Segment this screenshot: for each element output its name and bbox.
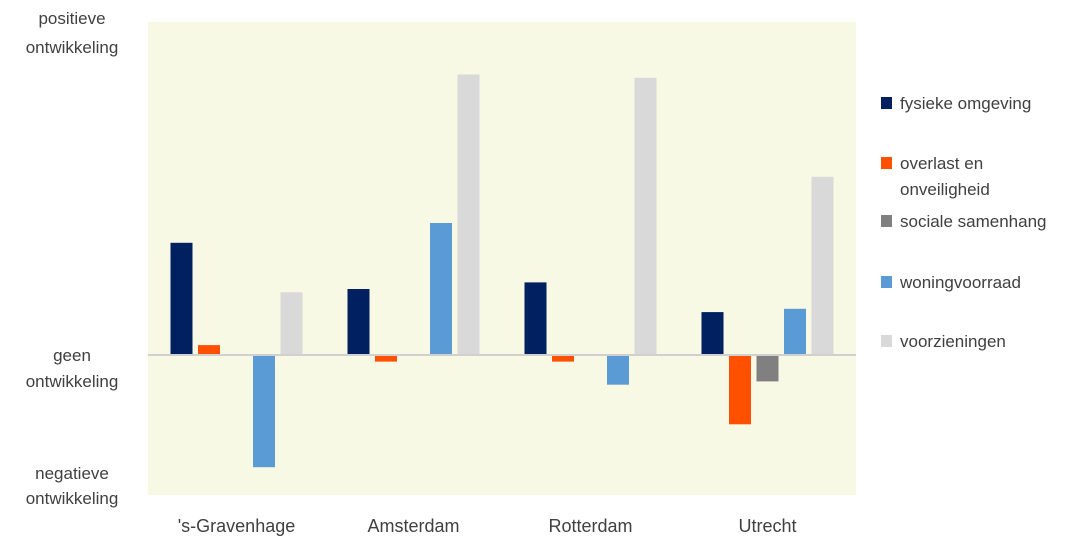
bar-2-4 (634, 77, 657, 356)
bar-0-0 (170, 242, 193, 355)
legend: fysieke omgeving overlast en onveiligheid s… (881, 94, 1046, 351)
bar-3-3 (784, 308, 806, 355)
legend-swatch (881, 157, 892, 169)
legend-label: sociale samenhang (900, 212, 1046, 231)
legend-swatch (881, 276, 892, 288)
legend-label: fysieke omgeving (900, 94, 1031, 113)
y-annotation-top: ontwikkeling (26, 38, 119, 57)
x-tick-label: Amsterdam (367, 516, 459, 536)
bar-0-3 (253, 355, 275, 468)
x-tick-label: Utrecht (738, 516, 796, 536)
bar-1-1 (375, 355, 397, 362)
y-annotation-middle: geen (53, 346, 91, 365)
bar-1-3 (430, 223, 452, 355)
y-annotation-top: positieve (38, 9, 105, 28)
y-annotation-middle: ontwikkeling (26, 372, 119, 391)
legend-label: overlast en (900, 154, 983, 173)
bar-2-3 (607, 355, 629, 385)
bar-3-1 (729, 355, 751, 425)
bar-1-4 (457, 74, 480, 355)
bar-2-0 (524, 282, 547, 355)
y-annotations: positieve ontwikkeling geen ontwikkeling neg… (26, 9, 119, 508)
bar-0-4 (280, 292, 303, 355)
legend-label: voorzieningen (900, 332, 1006, 351)
x-tick-label: Rotterdam (548, 516, 632, 536)
bar-0-1 (198, 345, 220, 355)
y-annotation-bottom: ontwikkeling (26, 489, 119, 508)
x-tick-label: 's-Gravenhage (178, 516, 296, 536)
legend-label: woningvoorraad (899, 273, 1021, 292)
bar-3-0 (701, 312, 724, 355)
legend-swatch (881, 215, 892, 227)
legend-swatch (881, 97, 892, 109)
x-tick-labels: 's-Gravenhage Amsterdam Rotterdam Utrecht (178, 516, 797, 536)
bar-1-0 (347, 289, 370, 355)
bars (170, 74, 834, 468)
legend-label: onveiligheid (900, 180, 990, 199)
bar-3-4 (811, 176, 834, 355)
bar-2-1 (552, 355, 574, 362)
y-annotation-bottom: negatieve (35, 464, 109, 483)
legend-swatch (881, 335, 892, 347)
bar-3-2 (756, 355, 779, 382)
